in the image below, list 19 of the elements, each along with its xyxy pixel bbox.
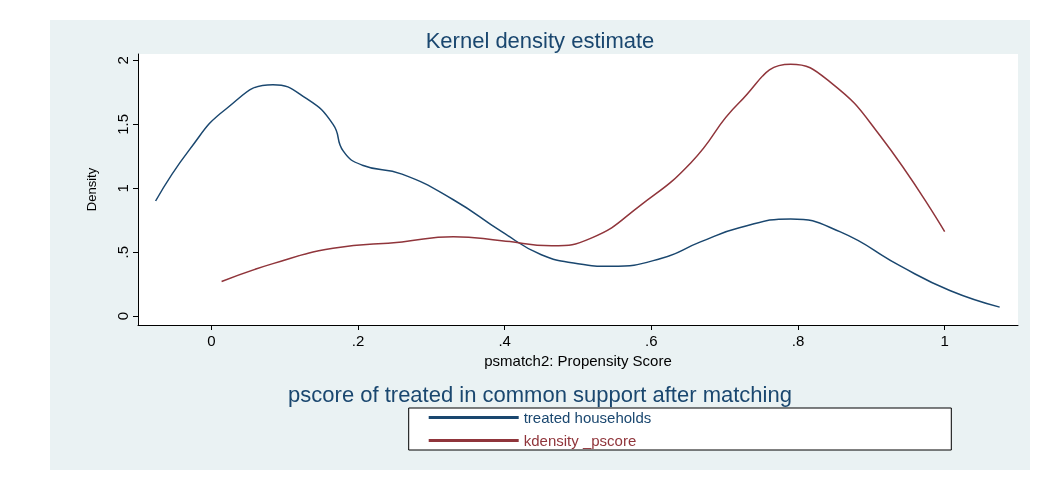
- x-tick-label: .4: [498, 332, 511, 349]
- line-series: [220, 63, 946, 283]
- chart-title: Kernel density estimate: [425, 27, 655, 53]
- x-axis-title: psmatch2: Propensity Score: [484, 351, 672, 369]
- y-tick-label: 1.5: [114, 113, 131, 135]
- x-tick-label: .8: [791, 332, 805, 349]
- text: kdensity _pscore: [523, 432, 637, 449]
- y-axis-title: Density: [84, 167, 99, 212]
- y-tick-label: 2: [114, 56, 131, 65]
- y-tick-label: .5: [114, 245, 131, 259]
- text: treated households: [523, 409, 652, 426]
- x-tick-label: 1: [940, 332, 949, 349]
- x-tick-label: .6: [645, 332, 658, 349]
- y-tick-label: 0: [114, 311, 131, 321]
- line-series: [154, 83, 1001, 308]
- y-tick-label: 1: [114, 184, 131, 193]
- x-tick-label: 0: [207, 332, 216, 349]
- legend-title: pscore of treated in common support after matching: [288, 381, 792, 407]
- x-tick-label: .2: [351, 332, 365, 349]
